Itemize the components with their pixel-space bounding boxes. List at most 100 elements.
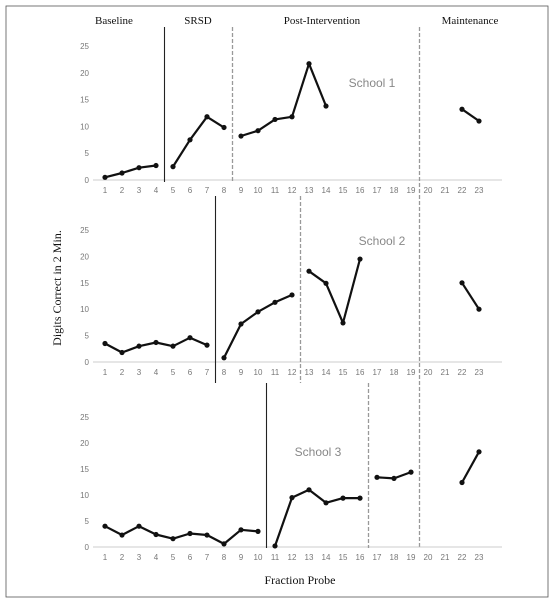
x-tick-label: 23 [475,553,484,562]
y-axis-title: Digits Correct in 2 Min. [50,230,64,346]
data-point [357,256,363,262]
data-point [221,541,227,547]
y-tick-label: 25 [80,226,89,235]
x-tick-label: 15 [339,553,348,562]
x-tick-label: 7 [205,186,210,195]
data-point [238,321,244,327]
x-tick-label: 9 [239,186,244,195]
x-axis-title: Fraction Probe [265,573,336,587]
x-tick-label: 22 [458,186,467,195]
data-point [306,487,312,493]
data-point [170,164,176,170]
data-point [170,536,176,542]
x-tick-label: 20 [424,186,433,195]
x-tick-label: 9 [239,553,244,562]
phase-label-maintenance: Maintenance [442,15,499,27]
data-line-segment [461,108,480,122]
data-line-segment [104,525,259,546]
data-point [153,531,159,538]
data-line-segment [273,488,360,547]
data-point [119,532,125,538]
phase-label-post-intervention: Post-Intervention [284,15,361,27]
x-tick-label: 6 [188,368,193,377]
data-point [272,543,278,549]
data-point [170,343,176,349]
x-tick-label: 19 [407,186,416,195]
data-point [272,299,278,305]
x-tick-label: 8 [222,553,227,562]
x-tick-label: 19 [407,368,416,377]
data-point [119,170,125,176]
x-tick-label: 6 [188,553,193,562]
x-tick-label: 3 [137,553,142,562]
x-tick-label: 10 [254,553,263,562]
y-tick-label: 0 [85,176,90,185]
data-point [289,292,295,298]
x-tick-label: 12 [288,553,297,562]
x-tick-label: 7 [205,553,210,562]
x-tick-label: 13 [305,553,314,562]
data-point [136,523,142,529]
data-point [476,306,482,312]
x-tick-label: 1 [103,368,108,377]
data-point [306,61,312,67]
data-point [221,355,227,361]
y-tick-label: 15 [80,465,89,474]
y-tick-label: 20 [80,439,89,448]
x-tick-label: 9 [239,368,244,377]
x-tick-label: 18 [390,368,399,377]
data-point [459,106,465,112]
data-point [187,335,193,341]
data-point [204,342,210,348]
x-tick-label: 16 [356,186,365,195]
x-tick-label: 8 [222,186,227,195]
y-tick-label: 15 [80,279,89,288]
data-point [340,320,346,326]
x-tick-label: 23 [475,186,484,195]
data-line-segment [104,164,157,179]
data-point [153,162,159,169]
data-point [102,523,108,529]
data-point [476,449,482,455]
x-tick-label: 5 [171,553,176,562]
x-tick-label: 17 [373,186,382,195]
y-tick-label: 20 [80,69,89,78]
phase-label-srsd: SRSD [184,15,212,27]
x-tick-label: 14 [322,368,331,377]
data-point [459,479,465,486]
x-tick-label: 19 [407,553,416,562]
x-tick-label: 4 [154,368,159,377]
data-line-segment [461,282,480,310]
data-point [187,530,193,537]
data-point [306,268,312,274]
data-point [187,137,193,143]
y-tick-label: 5 [85,517,90,526]
data-point [476,118,482,124]
x-tick-label: 21 [441,368,450,377]
x-tick-label: 11 [271,368,280,377]
y-tick-label: 0 [85,358,90,367]
x-tick-label: 10 [254,368,263,377]
data-point [340,495,346,501]
data-point [204,532,210,538]
x-tick-label: 21 [441,553,450,562]
data-point [255,309,261,315]
data-point [374,474,380,480]
x-tick-label: 18 [390,553,399,562]
x-tick-label: 8 [222,368,227,377]
x-tick-label: 12 [288,368,297,377]
data-point [255,128,261,134]
x-tick-label: 2 [120,368,125,377]
x-tick-label: 4 [154,186,159,195]
y-tick-label: 25 [80,42,89,51]
x-tick-label: 13 [305,368,314,377]
data-point [408,469,414,475]
school-label: School 2 [359,234,406,248]
data-line-segment [172,115,225,168]
x-tick-label: 20 [424,553,433,562]
data-point [459,280,465,286]
x-tick-label: 16 [356,368,365,377]
data-point [323,103,329,109]
